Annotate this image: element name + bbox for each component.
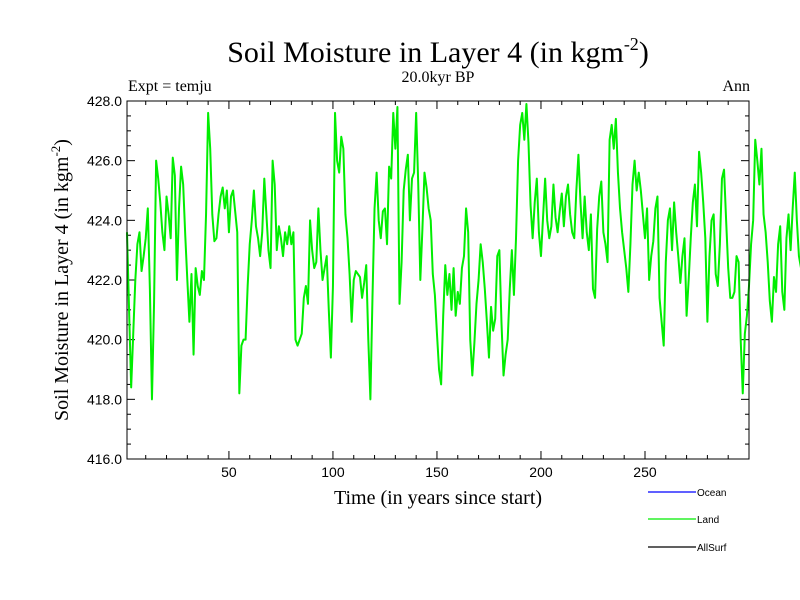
- y-tick-label: 418.0: [87, 391, 122, 407]
- plot-frame: [126, 100, 750, 460]
- legend: Ocean Land AllSurf: [648, 488, 727, 554]
- legend-label-ocean: Ocean: [697, 488, 726, 499]
- y-tick-label: 416.0: [87, 451, 122, 467]
- y-tick-label: 420.0: [87, 332, 122, 348]
- x-tick-label: 100: [321, 464, 345, 480]
- legend-label-allsurf: AllSurf: [697, 543, 727, 554]
- season-label: Ann: [722, 78, 750, 95]
- chart-title: Soil Moisture in Layer 4 (in kgm-2): [227, 34, 649, 69]
- chart-title-close: ): [639, 36, 649, 69]
- x-tick-label: 50: [221, 464, 237, 480]
- experiment-label: Expt = temju: [128, 78, 212, 95]
- chart-title-main: Soil Moisture in Layer 4 (in kgm: [227, 36, 624, 69]
- y-axis-label-sup: -2: [48, 146, 63, 157]
- x-tick-label: 250: [633, 464, 657, 480]
- x-axis-ticks: 50 100 150 200 250: [145, 101, 729, 480]
- x-tick-label: 150: [425, 464, 449, 480]
- y-tick-label: 428.0: [87, 93, 122, 109]
- series-line-land: [126, 102, 800, 401]
- y-tick-label: 426.0: [87, 153, 122, 169]
- y-tick-label: 424.0: [87, 212, 122, 228]
- x-tick-label: 200: [529, 464, 553, 480]
- series-layer: [126, 102, 800, 401]
- y-axis-label-main: Soil Moisture in Layer 4 (in kgm: [51, 156, 73, 421]
- legend-label-land: Land: [697, 515, 719, 526]
- period-label: 20.0kyr BP: [402, 69, 475, 86]
- chart-title-sup: -2: [624, 34, 639, 54]
- y-axis-label-close: ): [51, 139, 73, 146]
- y-tick-label: 422.0: [87, 272, 122, 288]
- x-axis-label: Time (in years since start): [334, 487, 542, 509]
- y-axis-ticks: 416.0 418.0 420.0 422.0 424.0 426.0 428.0: [87, 93, 749, 467]
- y-axis-label: Soil Moisture in Layer 4 (in kgm-2): [48, 139, 73, 421]
